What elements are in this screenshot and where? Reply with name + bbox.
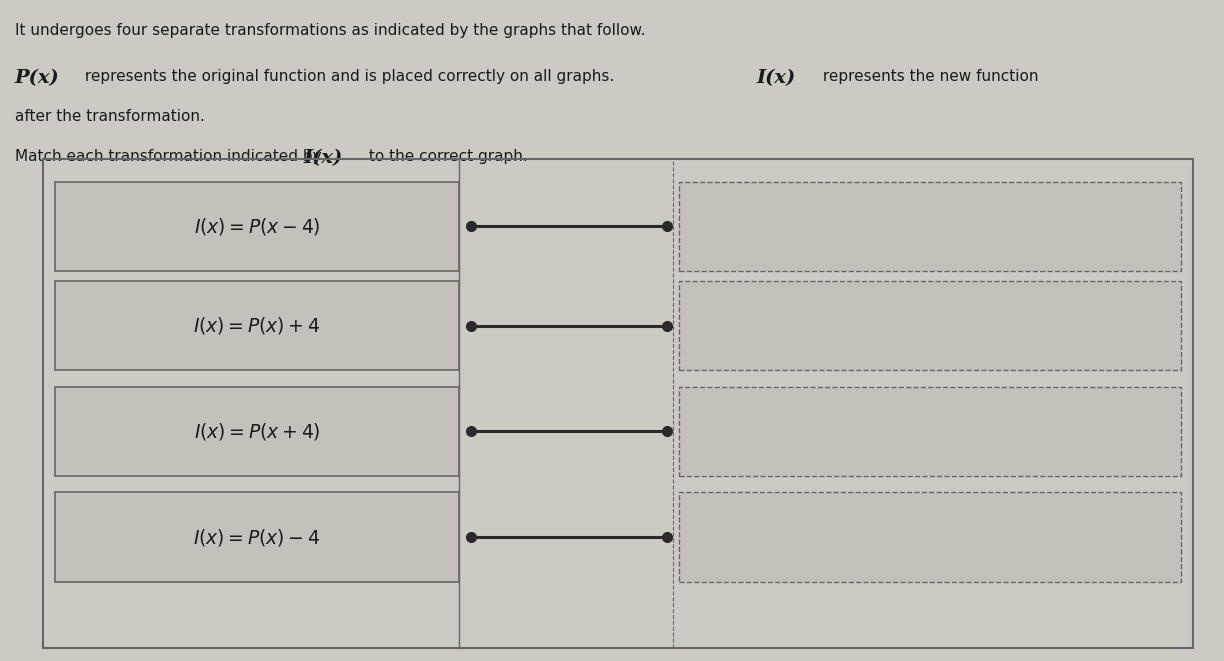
Text: $I(x) = P(x - 4)$: $I(x) = P(x - 4)$ (193, 216, 321, 237)
Text: represents the original function and is placed correctly on all graphs.: represents the original function and is … (80, 69, 618, 85)
Text: after the transformation.: after the transformation. (15, 109, 204, 124)
Bar (679, 492, 1181, 582)
Bar (679, 281, 1181, 370)
Bar (55, 182, 459, 271)
Bar (43, 159, 1193, 648)
Bar (679, 387, 1181, 476)
Bar (55, 387, 459, 476)
Bar (55, 492, 459, 582)
Text: P(x): P(x) (15, 69, 60, 87)
Bar (679, 182, 1181, 271)
Text: I(x): I(x) (304, 149, 343, 167)
Text: I(x): I(x) (756, 69, 796, 87)
Text: $I(x) = P(x) + 4$: $I(x) = P(x) + 4$ (193, 315, 321, 336)
Text: represents the new function: represents the new function (818, 69, 1038, 85)
Text: Match each transformation indicated by: Match each transformation indicated by (15, 149, 326, 164)
Text: to the correct graph.: to the correct graph. (364, 149, 528, 164)
Text: $I(x) = P(x) - 4$: $I(x) = P(x) - 4$ (193, 527, 321, 547)
Bar (55, 281, 459, 370)
Text: $I(x) = P(x + 4)$: $I(x) = P(x + 4)$ (193, 421, 321, 442)
Text: It undergoes four separate transformations as indicated by the graphs that follo: It undergoes four separate transformatio… (15, 23, 645, 38)
